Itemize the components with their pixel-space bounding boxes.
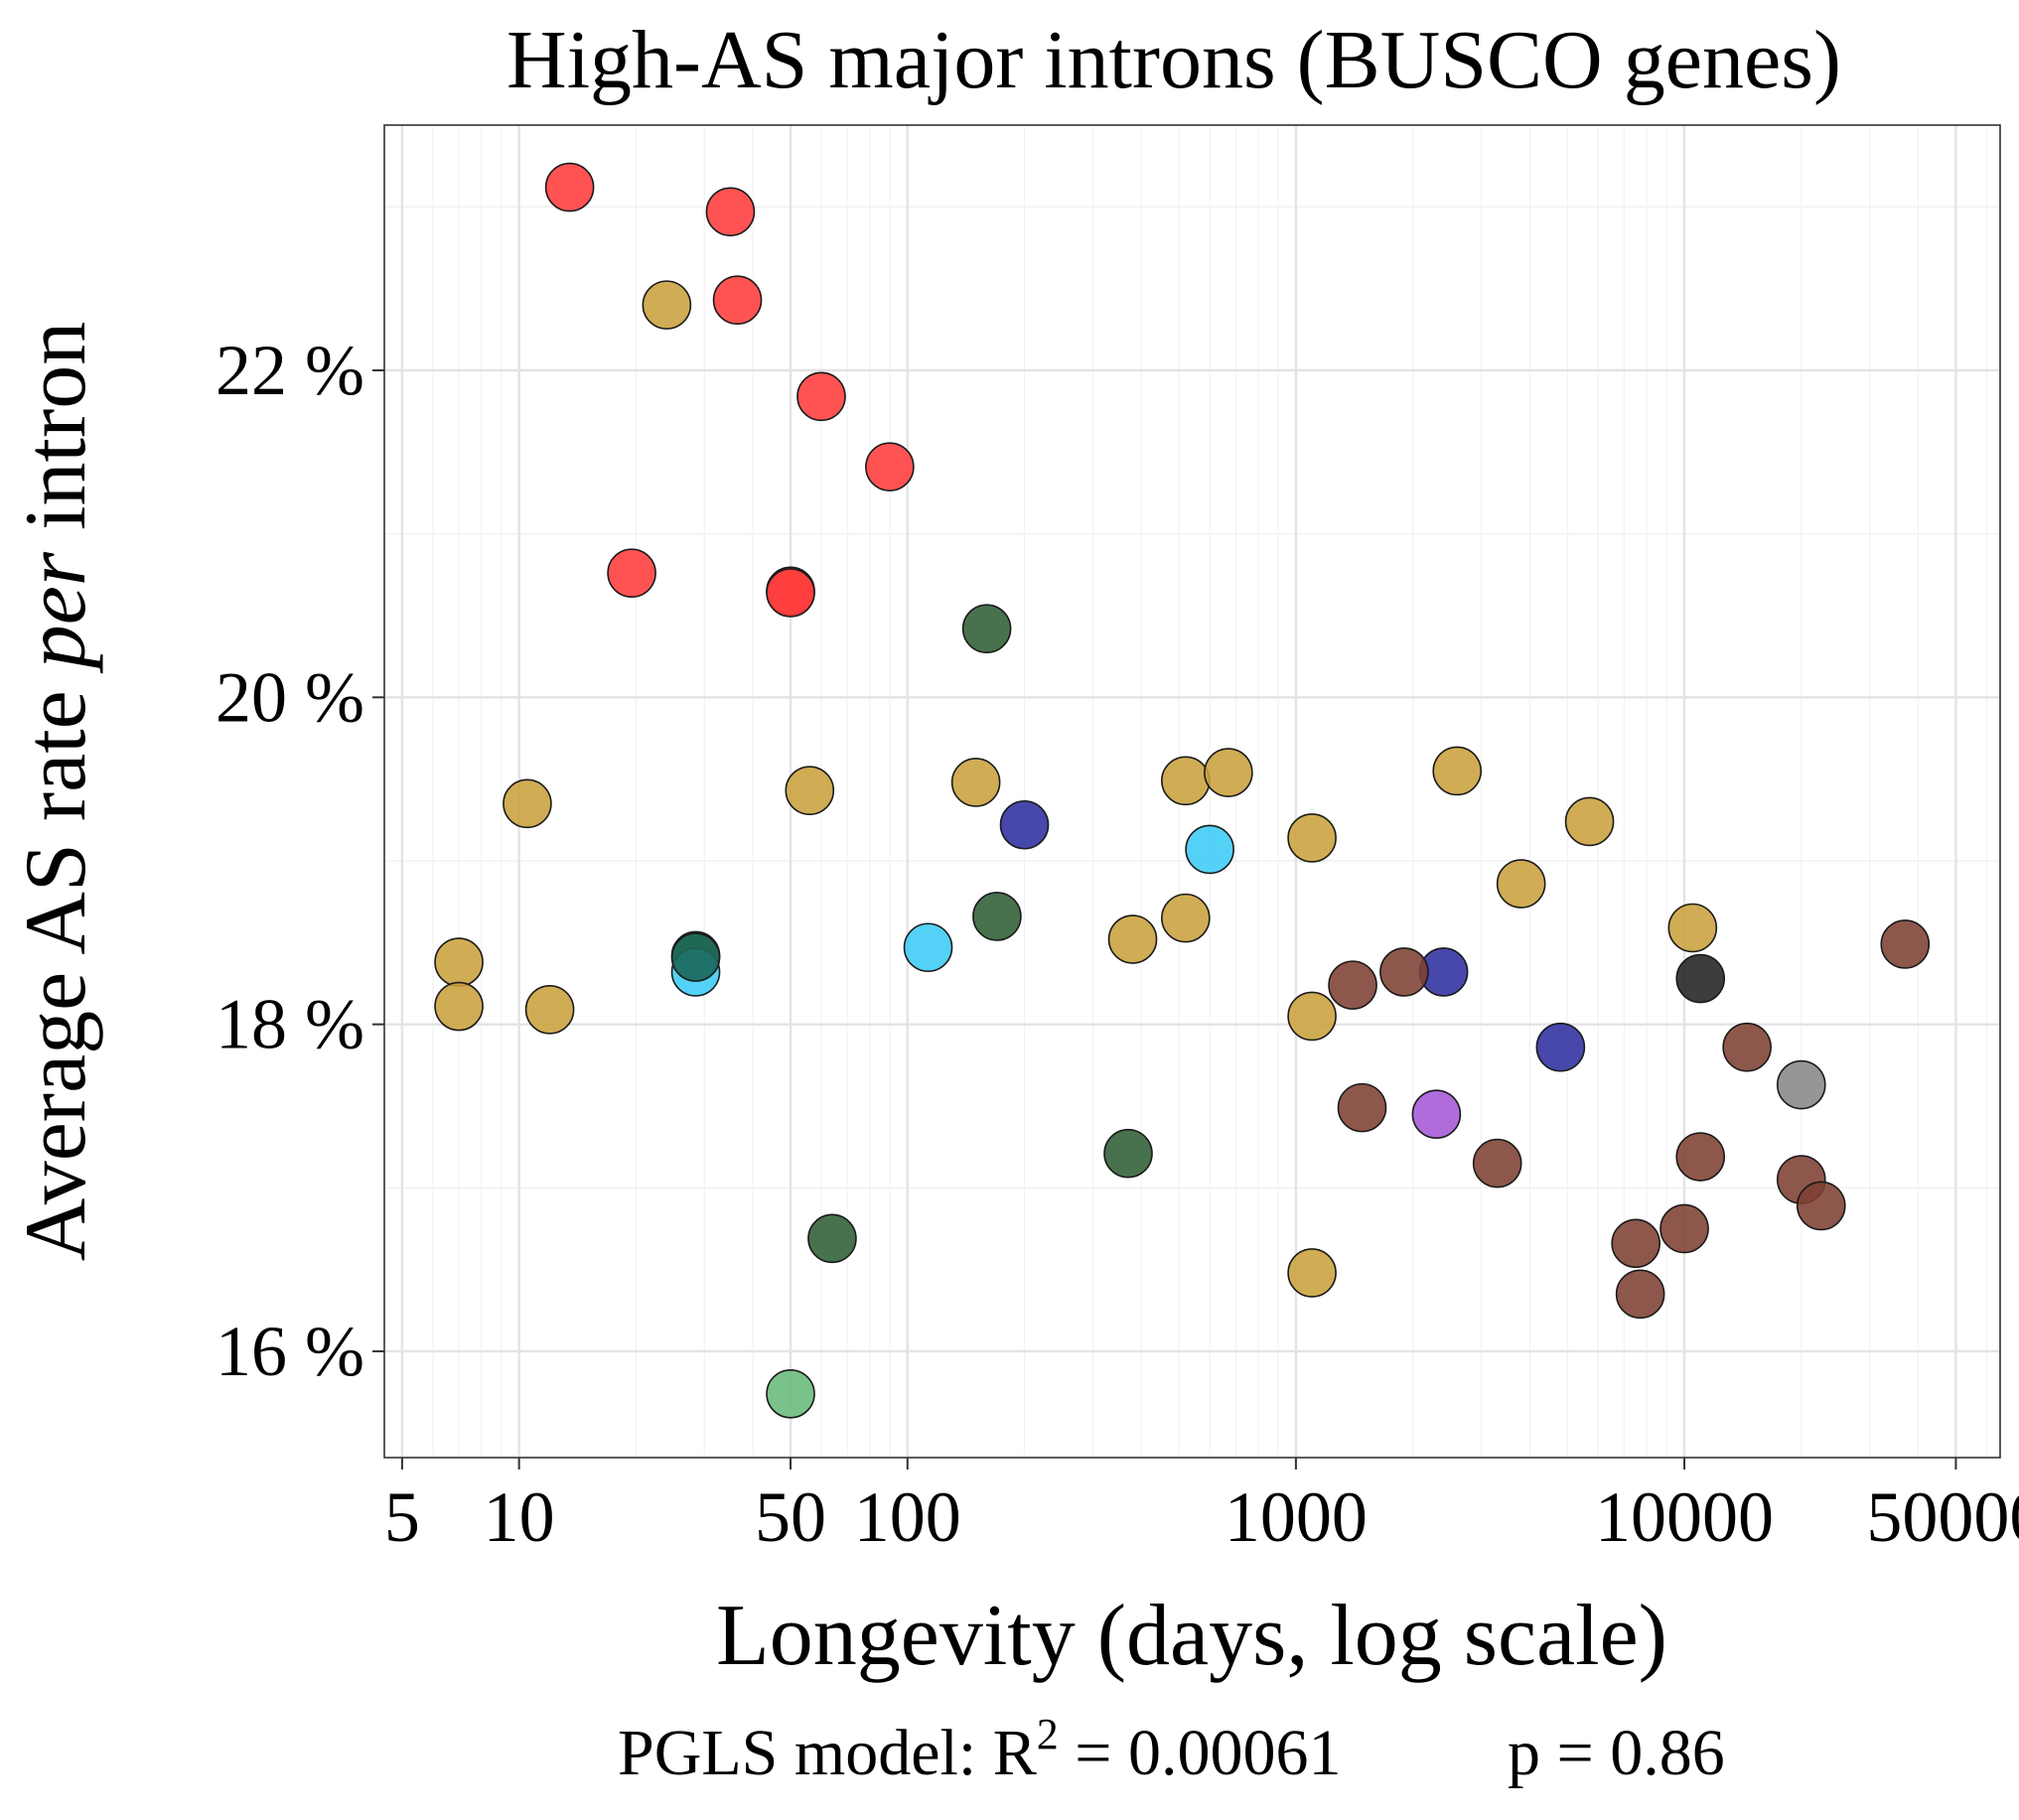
data-point [1472, 1138, 1522, 1189]
data-point [503, 778, 552, 829]
x-axis-label: Longevity (days, log scale) [716, 1588, 1667, 1684]
x-tick-label: 10000 [1595, 1477, 1774, 1557]
data-point [807, 1213, 857, 1264]
data-point [670, 932, 721, 982]
data-point [1287, 991, 1337, 1042]
data-point [1411, 1089, 1462, 1140]
data-point [1796, 1181, 1846, 1231]
data-point [1103, 1128, 1153, 1179]
data-points [434, 162, 1931, 1419]
data-point [705, 187, 756, 237]
y-axis-label-prefix: Average AS rate [8, 668, 104, 1261]
pgls-p-value: p = 0.86 [1508, 1717, 1725, 1789]
data-point [865, 442, 915, 491]
data-point [961, 604, 1012, 653]
data-point [766, 568, 815, 618]
data-point [1776, 1059, 1826, 1110]
data-point [1667, 903, 1718, 953]
x-tick-label: 5 [384, 1477, 420, 1557]
data-point [1161, 756, 1211, 806]
axes: 16 % 18 % 20 % 22 % 5 10 50 100 1000 10000 50000 [216, 331, 2019, 1557]
x-tick-label: 10 [484, 1477, 555, 1557]
data-point [972, 892, 1022, 941]
plot-panel-border [383, 124, 2001, 1459]
data-point [607, 548, 656, 598]
x-tick-label: 100 [854, 1477, 961, 1557]
pgls-r-superscript: 2 [1037, 1710, 1059, 1758]
data-point [1496, 859, 1546, 909]
data-point [1535, 1022, 1586, 1072]
y-tick-label: 20 % [216, 657, 364, 737]
y-axis-label-suffix: intron [8, 322, 104, 552]
data-point [950, 758, 1001, 807]
data-point [785, 766, 835, 815]
data-point [1379, 947, 1429, 997]
data-point [1161, 893, 1211, 943]
x-tick-label: 50000 [1866, 1477, 2019, 1557]
x-tick-label: 1000 [1225, 1477, 1368, 1557]
data-point [1722, 1022, 1772, 1072]
data-point [1328, 960, 1377, 1010]
data-point [712, 275, 763, 325]
data-point [434, 937, 484, 987]
y-axis-label-italic: per [8, 551, 104, 674]
y-axis-label: Average AS rate per intron [8, 322, 104, 1262]
data-point [1432, 746, 1483, 796]
data-point [999, 799, 1050, 850]
x-tick-label: 50 [755, 1477, 826, 1557]
data-point [544, 162, 595, 212]
data-point [796, 371, 846, 422]
data-point [1880, 919, 1931, 969]
data-point [1287, 1248, 1337, 1298]
data-point [524, 985, 575, 1035]
data-point [1204, 748, 1253, 797]
data-point [1107, 914, 1158, 964]
data-point [642, 280, 692, 330]
pgls-r-label: PGLS model: R [618, 1717, 1037, 1789]
chart-title: High-AS major introns (BUSCO genes) [506, 14, 1841, 106]
data-point [1564, 796, 1615, 847]
y-tick-label: 22 % [216, 331, 364, 410]
data-point [766, 1368, 815, 1419]
y-tick-label: 18 % [216, 985, 364, 1064]
data-point [903, 922, 953, 973]
y-tick-label: 16 % [216, 1312, 364, 1391]
data-point [1337, 1082, 1387, 1133]
data-point [434, 981, 484, 1032]
data-point [1185, 824, 1234, 875]
pgls-model-stats: PGLS model: R2 = 0.00061 [618, 1710, 1341, 1789]
data-point [1611, 1218, 1660, 1269]
data-point [1675, 953, 1726, 1004]
data-point [1659, 1203, 1709, 1254]
data-point [1287, 813, 1337, 863]
pgls-r-value: = 0.00061 [1059, 1717, 1342, 1789]
data-point [1615, 1269, 1665, 1320]
data-point [1675, 1132, 1726, 1182]
